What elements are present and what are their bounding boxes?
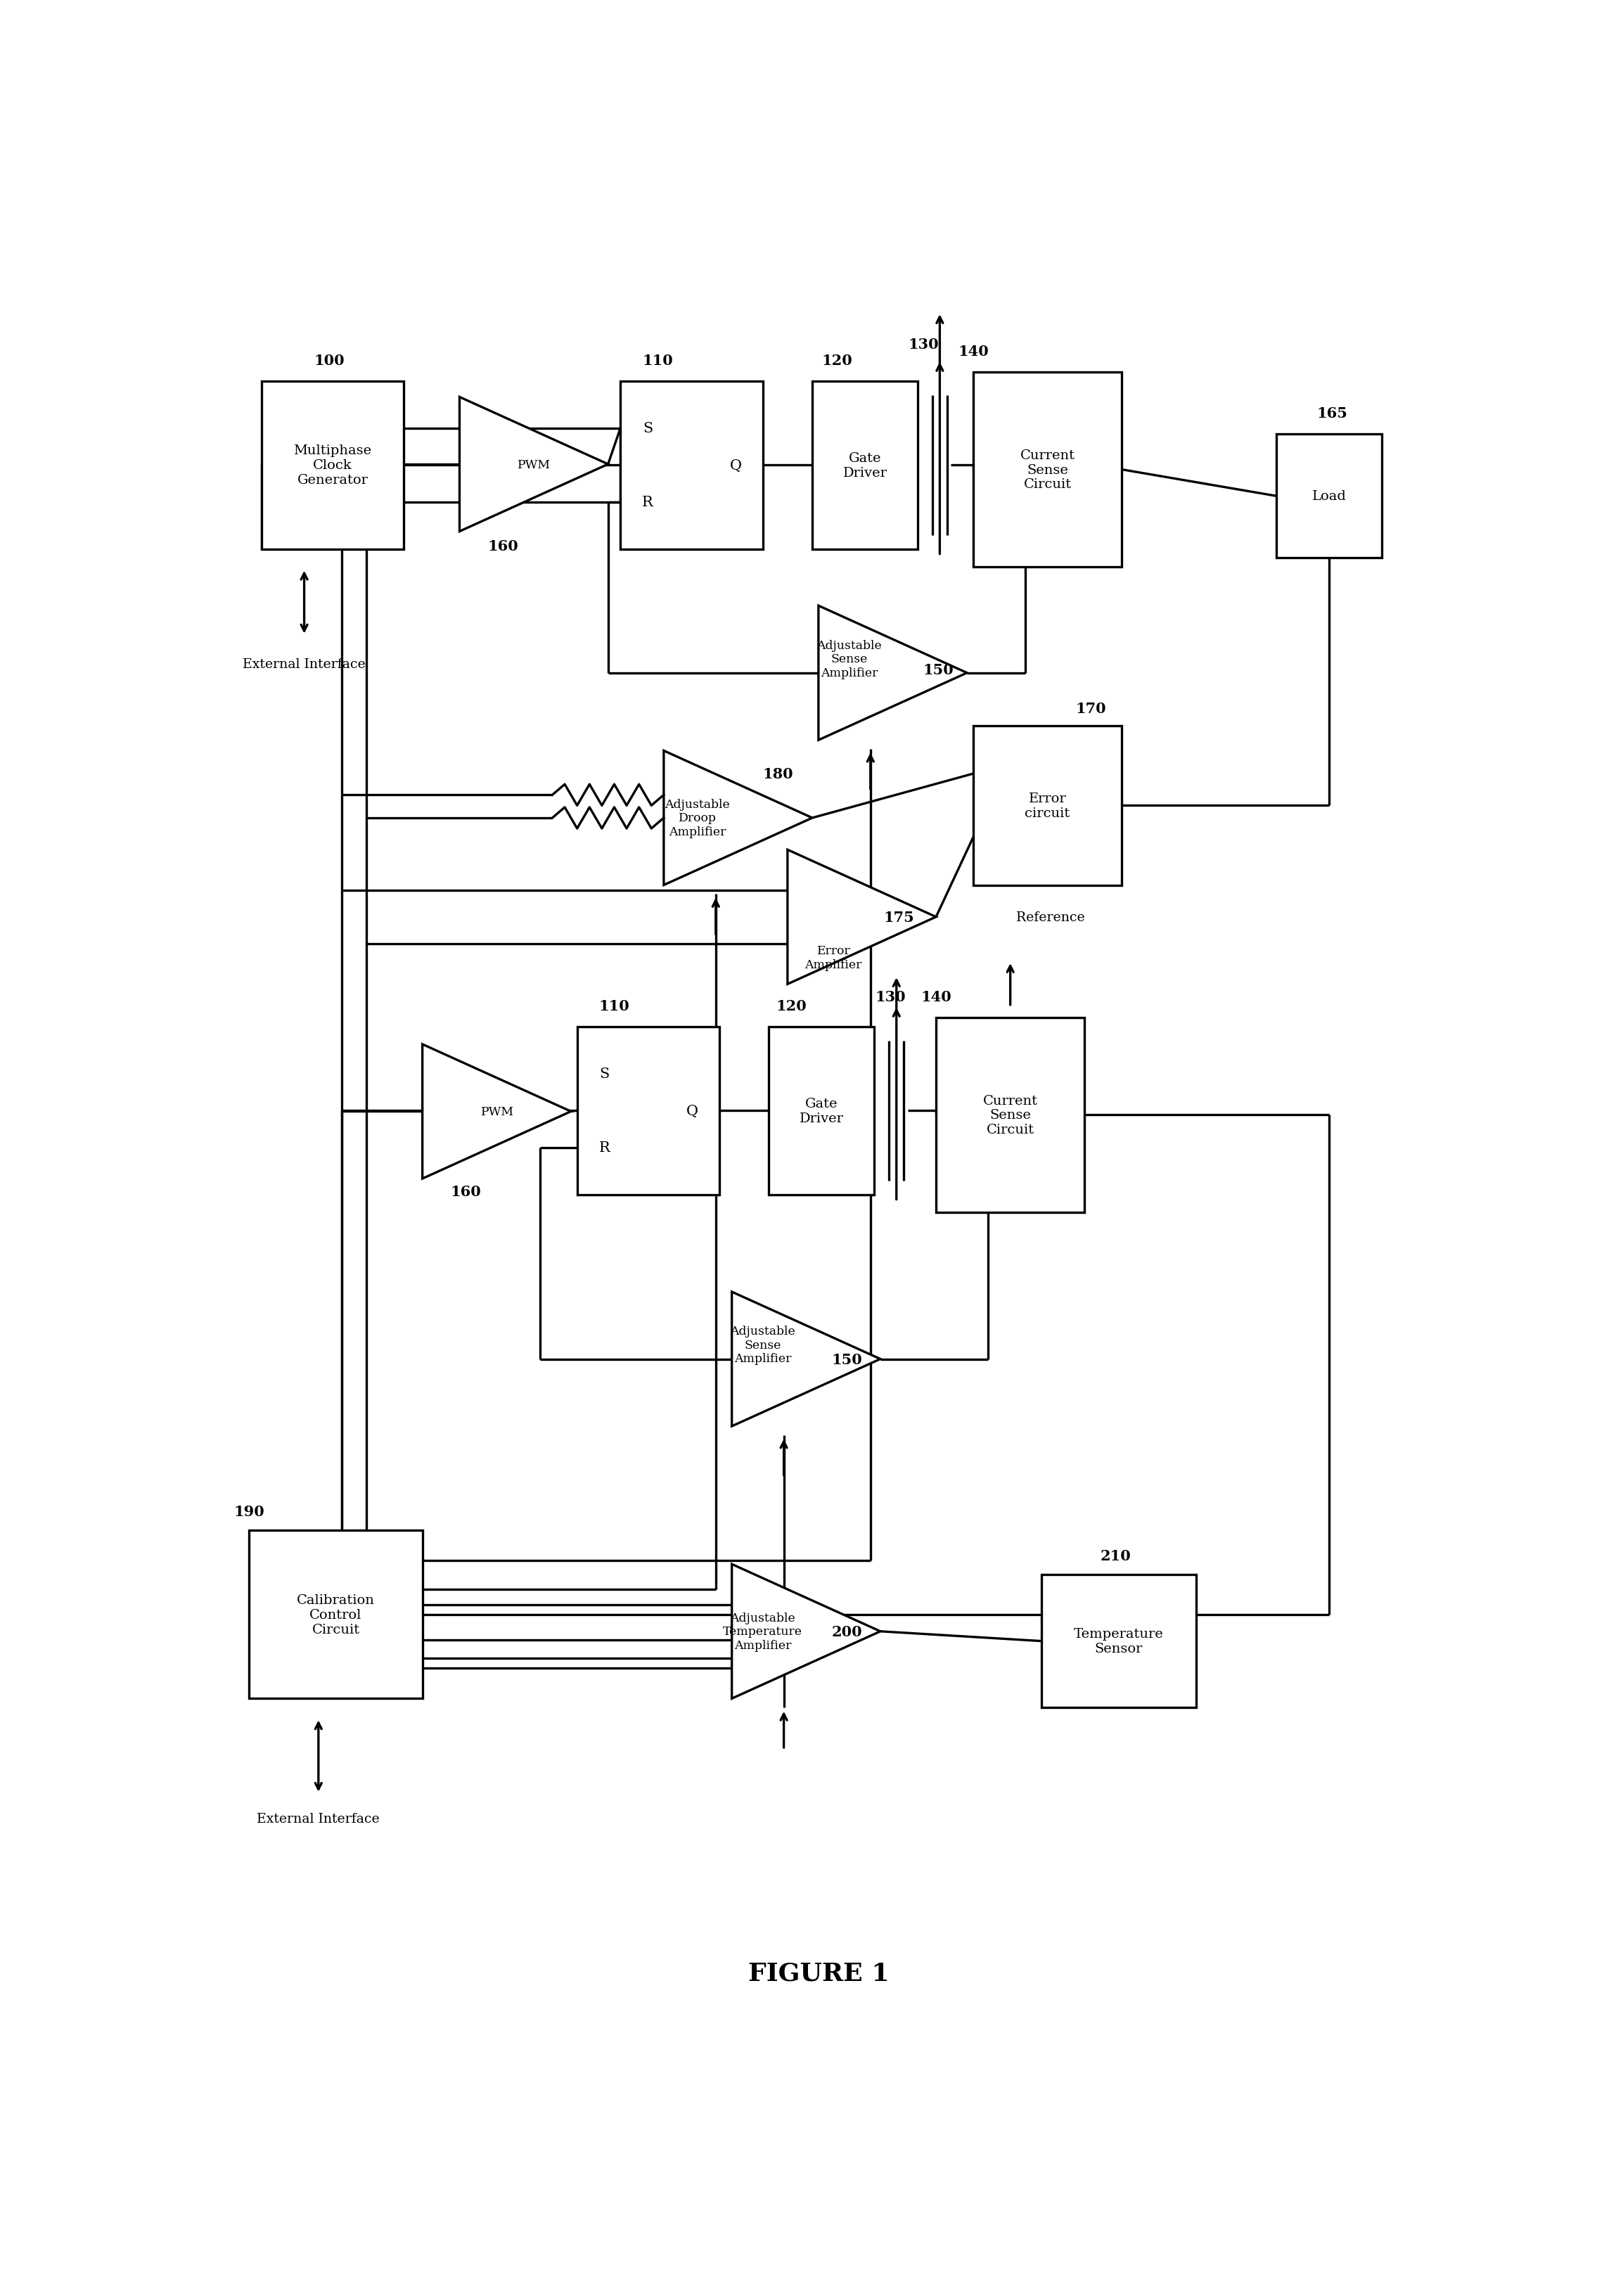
Text: 200: 200 [832,1626,862,1639]
Text: External Interface: External Interface [257,1812,380,1825]
Text: 120: 120 [776,999,806,1013]
Text: 150: 150 [923,664,953,677]
Text: 140: 140 [958,344,989,358]
Bar [813,381,917,549]
Polygon shape [818,606,968,742]
Text: 110: 110 [642,354,672,367]
Text: Error
Amplifier: Error Amplifier [805,946,862,971]
Text: Current
Sense
Circuit: Current Sense Circuit [982,1095,1038,1137]
Text: Adjustable
Sense
Amplifier: Adjustable Sense Amplifier [730,1325,795,1364]
Text: 140: 140 [920,990,952,1003]
Text: FIGURE 1: FIGURE 1 [747,1961,890,1984]
Text: Load: Load [1311,489,1346,503]
Bar [973,726,1121,886]
Text: 130: 130 [875,990,905,1003]
Text: Adjustable
Temperature
Amplifier: Adjustable Temperature Amplifier [723,1612,803,1651]
Bar [973,372,1121,567]
Text: 160: 160 [450,1185,481,1199]
Text: S: S [642,422,653,436]
Polygon shape [664,751,813,886]
Bar [249,1531,422,1699]
Bar [936,1017,1084,1212]
Text: Q: Q [730,459,741,473]
Text: 150: 150 [832,1352,862,1366]
Polygon shape [422,1045,572,1178]
Text: PWM: PWM [517,459,551,471]
Text: 165: 165 [1316,406,1348,420]
Polygon shape [731,1293,880,1426]
Text: Error
circuit: Error circuit [1025,792,1070,820]
Text: 180: 180 [762,767,794,781]
Bar [577,1026,719,1194]
Text: 175: 175 [883,909,915,925]
Polygon shape [460,397,608,533]
Text: Gate
Driver: Gate Driver [800,1097,843,1125]
Text: 100: 100 [315,354,345,367]
Text: Temperature
Sensor: Temperature Sensor [1073,1628,1164,1655]
Bar [1276,434,1381,558]
Text: 120: 120 [821,354,853,367]
Text: S: S [599,1068,610,1081]
Bar [770,1026,874,1194]
Text: 210: 210 [1100,1548,1131,1564]
Text: R: R [642,496,653,510]
Text: Q: Q [687,1104,698,1118]
Bar [1041,1575,1196,1708]
Text: 170: 170 [1075,703,1107,716]
Text: R: R [599,1141,610,1155]
Text: Current
Sense
Circuit: Current Sense Circuit [1020,450,1075,491]
Bar [262,381,404,549]
Text: External Interface: External Interface [243,659,366,670]
Text: 110: 110 [599,999,629,1013]
Bar [620,381,763,549]
Text: Multiphase
Clock
Generator: Multiphase Clock Generator [294,445,372,487]
Text: 160: 160 [487,540,519,553]
Polygon shape [787,850,936,985]
Text: Reference: Reference [1017,912,1086,923]
Text: Adjustable
Droop
Amplifier: Adjustable Droop Amplifier [664,799,730,838]
Text: PWM: PWM [481,1107,513,1118]
Text: Gate
Driver: Gate Driver [843,452,886,480]
Text: Calibration
Control
Circuit: Calibration Control Circuit [297,1593,375,1635]
Polygon shape [731,1564,880,1699]
Text: Adjustable
Sense
Amplifier: Adjustable Sense Amplifier [816,638,882,680]
Text: 130: 130 [909,338,939,351]
Text: 190: 190 [233,1504,265,1518]
